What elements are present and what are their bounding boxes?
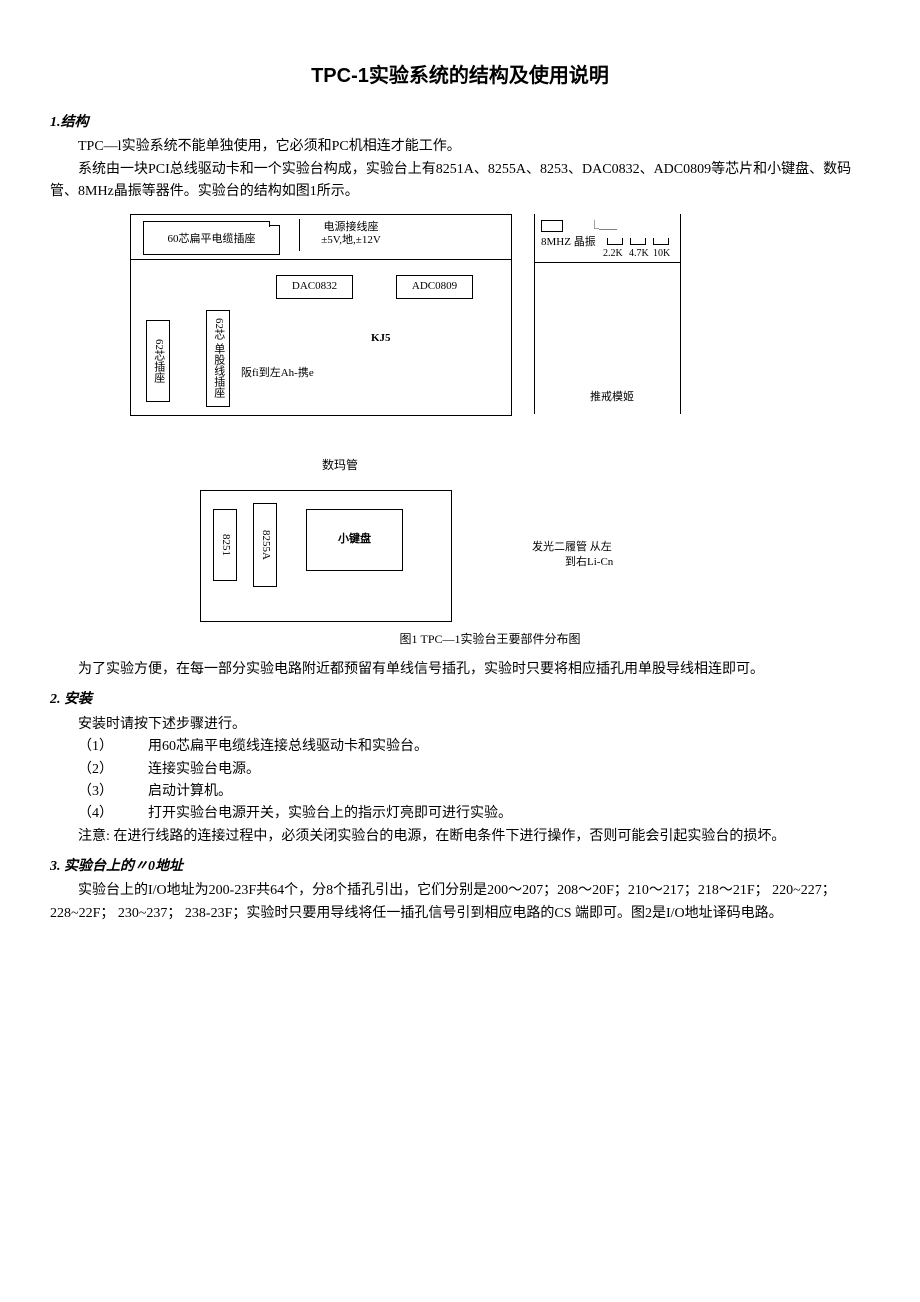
step-4-num: （4）	[78, 803, 148, 825]
panel-bottom: 8251 8255A 小键盘	[200, 490, 452, 622]
tick-1	[607, 238, 623, 245]
c8255-text: 8255A	[256, 530, 274, 560]
step-1-text: 用60芯扁平电缆线连接总线驱动卡和实验台。	[148, 736, 428, 758]
led-note-1: 发光二履管 从左	[532, 540, 613, 555]
section-1-heading: 1.结构	[50, 112, 870, 134]
box-chip62: 62芯插座	[146, 320, 170, 402]
osc-box	[541, 220, 563, 232]
step-3-text: 启动计算机。	[148, 781, 232, 803]
tick-3	[653, 238, 669, 245]
s3-p1: 实验台上的I/O地址为200-23F共64个，分8个插孔引出，它们分别是200〜…	[50, 880, 870, 925]
box-adc: ADC0809	[396, 275, 473, 299]
led-side-note: 发光二履管 从左 到右Li-Cn	[532, 540, 613, 571]
label-power: 电源接线座 ±5V,地,±12V	[306, 221, 396, 247]
step-3-num: （3）	[78, 781, 148, 803]
chip62-text: 62芯插座	[149, 339, 167, 383]
hline-1	[131, 259, 511, 260]
section-3-heading: 3. 实验台上的〃0地址	[50, 856, 870, 878]
step-4-text: 打开实验台电源开关，实验台上的指示灯亮即可进行实验。	[148, 803, 512, 825]
s1-p3: 为了实验方便，在每一部分实验电路附近都预留有单线信号插孔，实验时只要将相应插孔用…	[50, 659, 870, 681]
box-dac: DAC0832	[276, 275, 353, 299]
led-note-2: 到右Li-Cn	[532, 555, 613, 570]
step-1-num: （1）	[78, 736, 148, 758]
c8251-text: 8251	[216, 534, 234, 556]
section-2-heading: 2. 安装	[50, 689, 870, 711]
page-title: TPC-1实验系统的结构及使用说明	[50, 60, 870, 92]
s2-note: 注意: 在进行线路的连接过程中，必须关闭实验台的电源，在断电条件下进行操作，否则…	[50, 826, 870, 848]
label-switch: 推戒模姬	[590, 389, 634, 407]
figure-1-caption: 图1 TPC—1实验台王要部件分布图	[130, 630, 850, 649]
box-8255: 8255A	[253, 503, 277, 587]
label-note: 阪fi到左Ah-携e	[241, 365, 314, 383]
s1-p2: 系统由一块PCI总线驱动卡和一个实验台构成，实验台上有8251A、8255A、8…	[50, 159, 870, 204]
label-digit-tube: 数玛管	[130, 456, 850, 475]
label-r1: 2.2K	[603, 246, 623, 262]
label-osc: 8MHZ 晶振	[541, 234, 596, 252]
s2-p1: 安装时请按下述步骤进行。	[50, 714, 870, 736]
divider-power	[299, 219, 300, 251]
osc-mark: ⎿⎽⎽	[590, 218, 617, 232]
box-keypad: 小键盘	[306, 509, 403, 571]
label-kj5: KJ5	[371, 330, 391, 348]
s1-p1: TPC—l实验系统不能单独使用，它必须和PC机相连才能工作。	[50, 136, 870, 158]
tick-2	[630, 238, 646, 245]
panel-left: 60芯扁平电缆插座 电源接线座 ±5V,地,±12V DAC0832 ADC08…	[130, 214, 512, 416]
hline-r	[535, 262, 680, 263]
box-8251: 8251	[213, 509, 237, 581]
label-r2: 4.7K	[629, 246, 649, 262]
step-2-num: （2）	[78, 759, 148, 781]
figure-1: 60芯扁平电缆插座 电源接线座 ±5V,地,±12V DAC0832 ADC08…	[130, 214, 850, 649]
step-2-text: 连接实验台电源。	[148, 759, 260, 781]
label-r3: 10K	[653, 246, 670, 262]
box-bus62: 62芯 单股线插座	[206, 310, 230, 407]
box-cable60: 60芯扁平电缆插座	[143, 225, 280, 255]
bus62-text: 62芯 单股线插座	[209, 318, 227, 398]
panel-right: ⎿⎽⎽ 8MHZ 晶振 2.2K 4.7K 10K 推戒模姬	[534, 214, 681, 414]
box-cable60-top	[143, 221, 270, 227]
